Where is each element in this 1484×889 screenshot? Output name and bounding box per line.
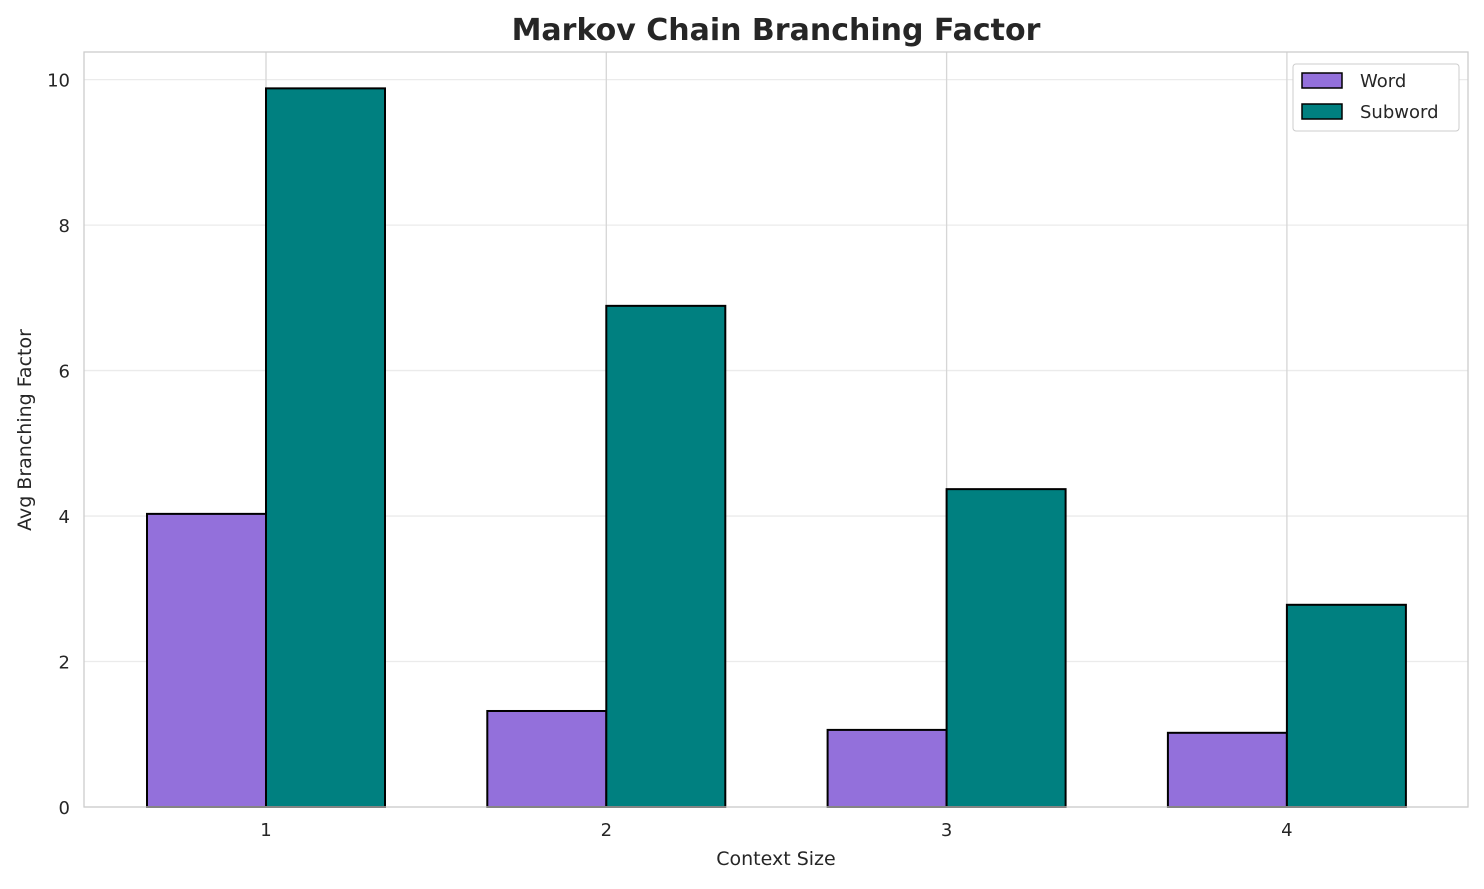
y-axis-label: Avg Branching Factor [14, 329, 36, 531]
y-tick-label: 0 [59, 798, 70, 819]
y-tick-label: 8 [59, 216, 70, 237]
x-tick-label: 2 [601, 820, 612, 841]
legend-swatch-subword [1301, 103, 1343, 120]
y-tick-label: 2 [59, 653, 70, 674]
legend-swatch-word [1301, 72, 1343, 89]
x-axis-label: Context Size [716, 848, 835, 870]
y-ticks: 0 2 4 6 8 10 [47, 71, 70, 819]
x-tick-label: 4 [1281, 820, 1292, 841]
plot-frame [83, 51, 1469, 808]
x-ticks: 1 2 3 4 [260, 820, 1292, 841]
y-tick-label: 6 [59, 362, 70, 383]
legend-label: Word [1360, 71, 1406, 92]
bar-subword-4 [1285, 603, 1407, 808]
bar-word-3 [826, 728, 948, 808]
chart-title: Markov Chain Branching Factor [512, 13, 1041, 48]
legend-label: Subword [1360, 102, 1439, 123]
legend: Word Subword [1292, 63, 1460, 132]
bar-subword-1 [265, 87, 386, 808]
y-tick-label: 10 [47, 71, 70, 92]
bar-subword-2 [605, 304, 727, 808]
bars [146, 87, 1407, 809]
bar-word-1 [146, 512, 267, 808]
bar-subword-3 [945, 488, 1067, 808]
y-tick-label: 4 [59, 507, 70, 528]
bar-word-4 [1166, 731, 1288, 809]
x-tick-label: 1 [260, 820, 271, 841]
bar-word-2 [486, 709, 608, 809]
x-tick-label: 3 [941, 820, 952, 841]
